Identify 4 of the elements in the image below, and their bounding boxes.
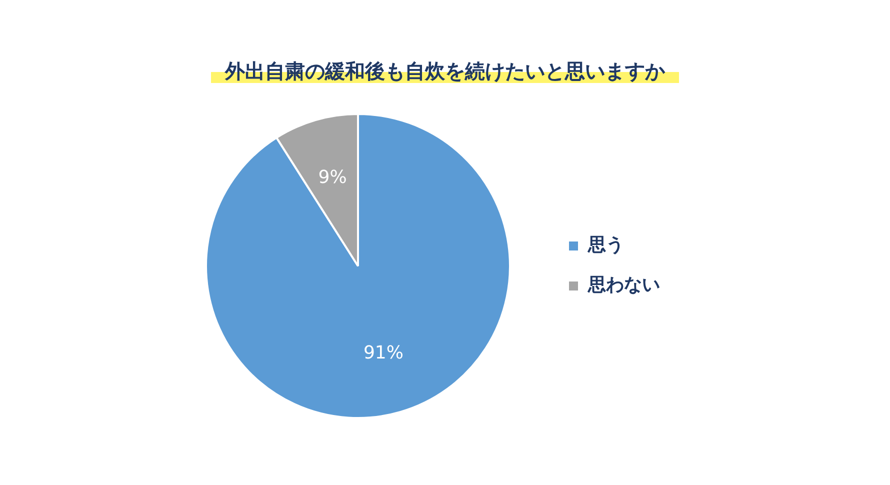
data-label: 91% (363, 342, 404, 364)
legend-label: 思う (587, 234, 624, 256)
data-label: 9% (318, 167, 347, 188)
legend-label: 思わない (587, 274, 660, 296)
